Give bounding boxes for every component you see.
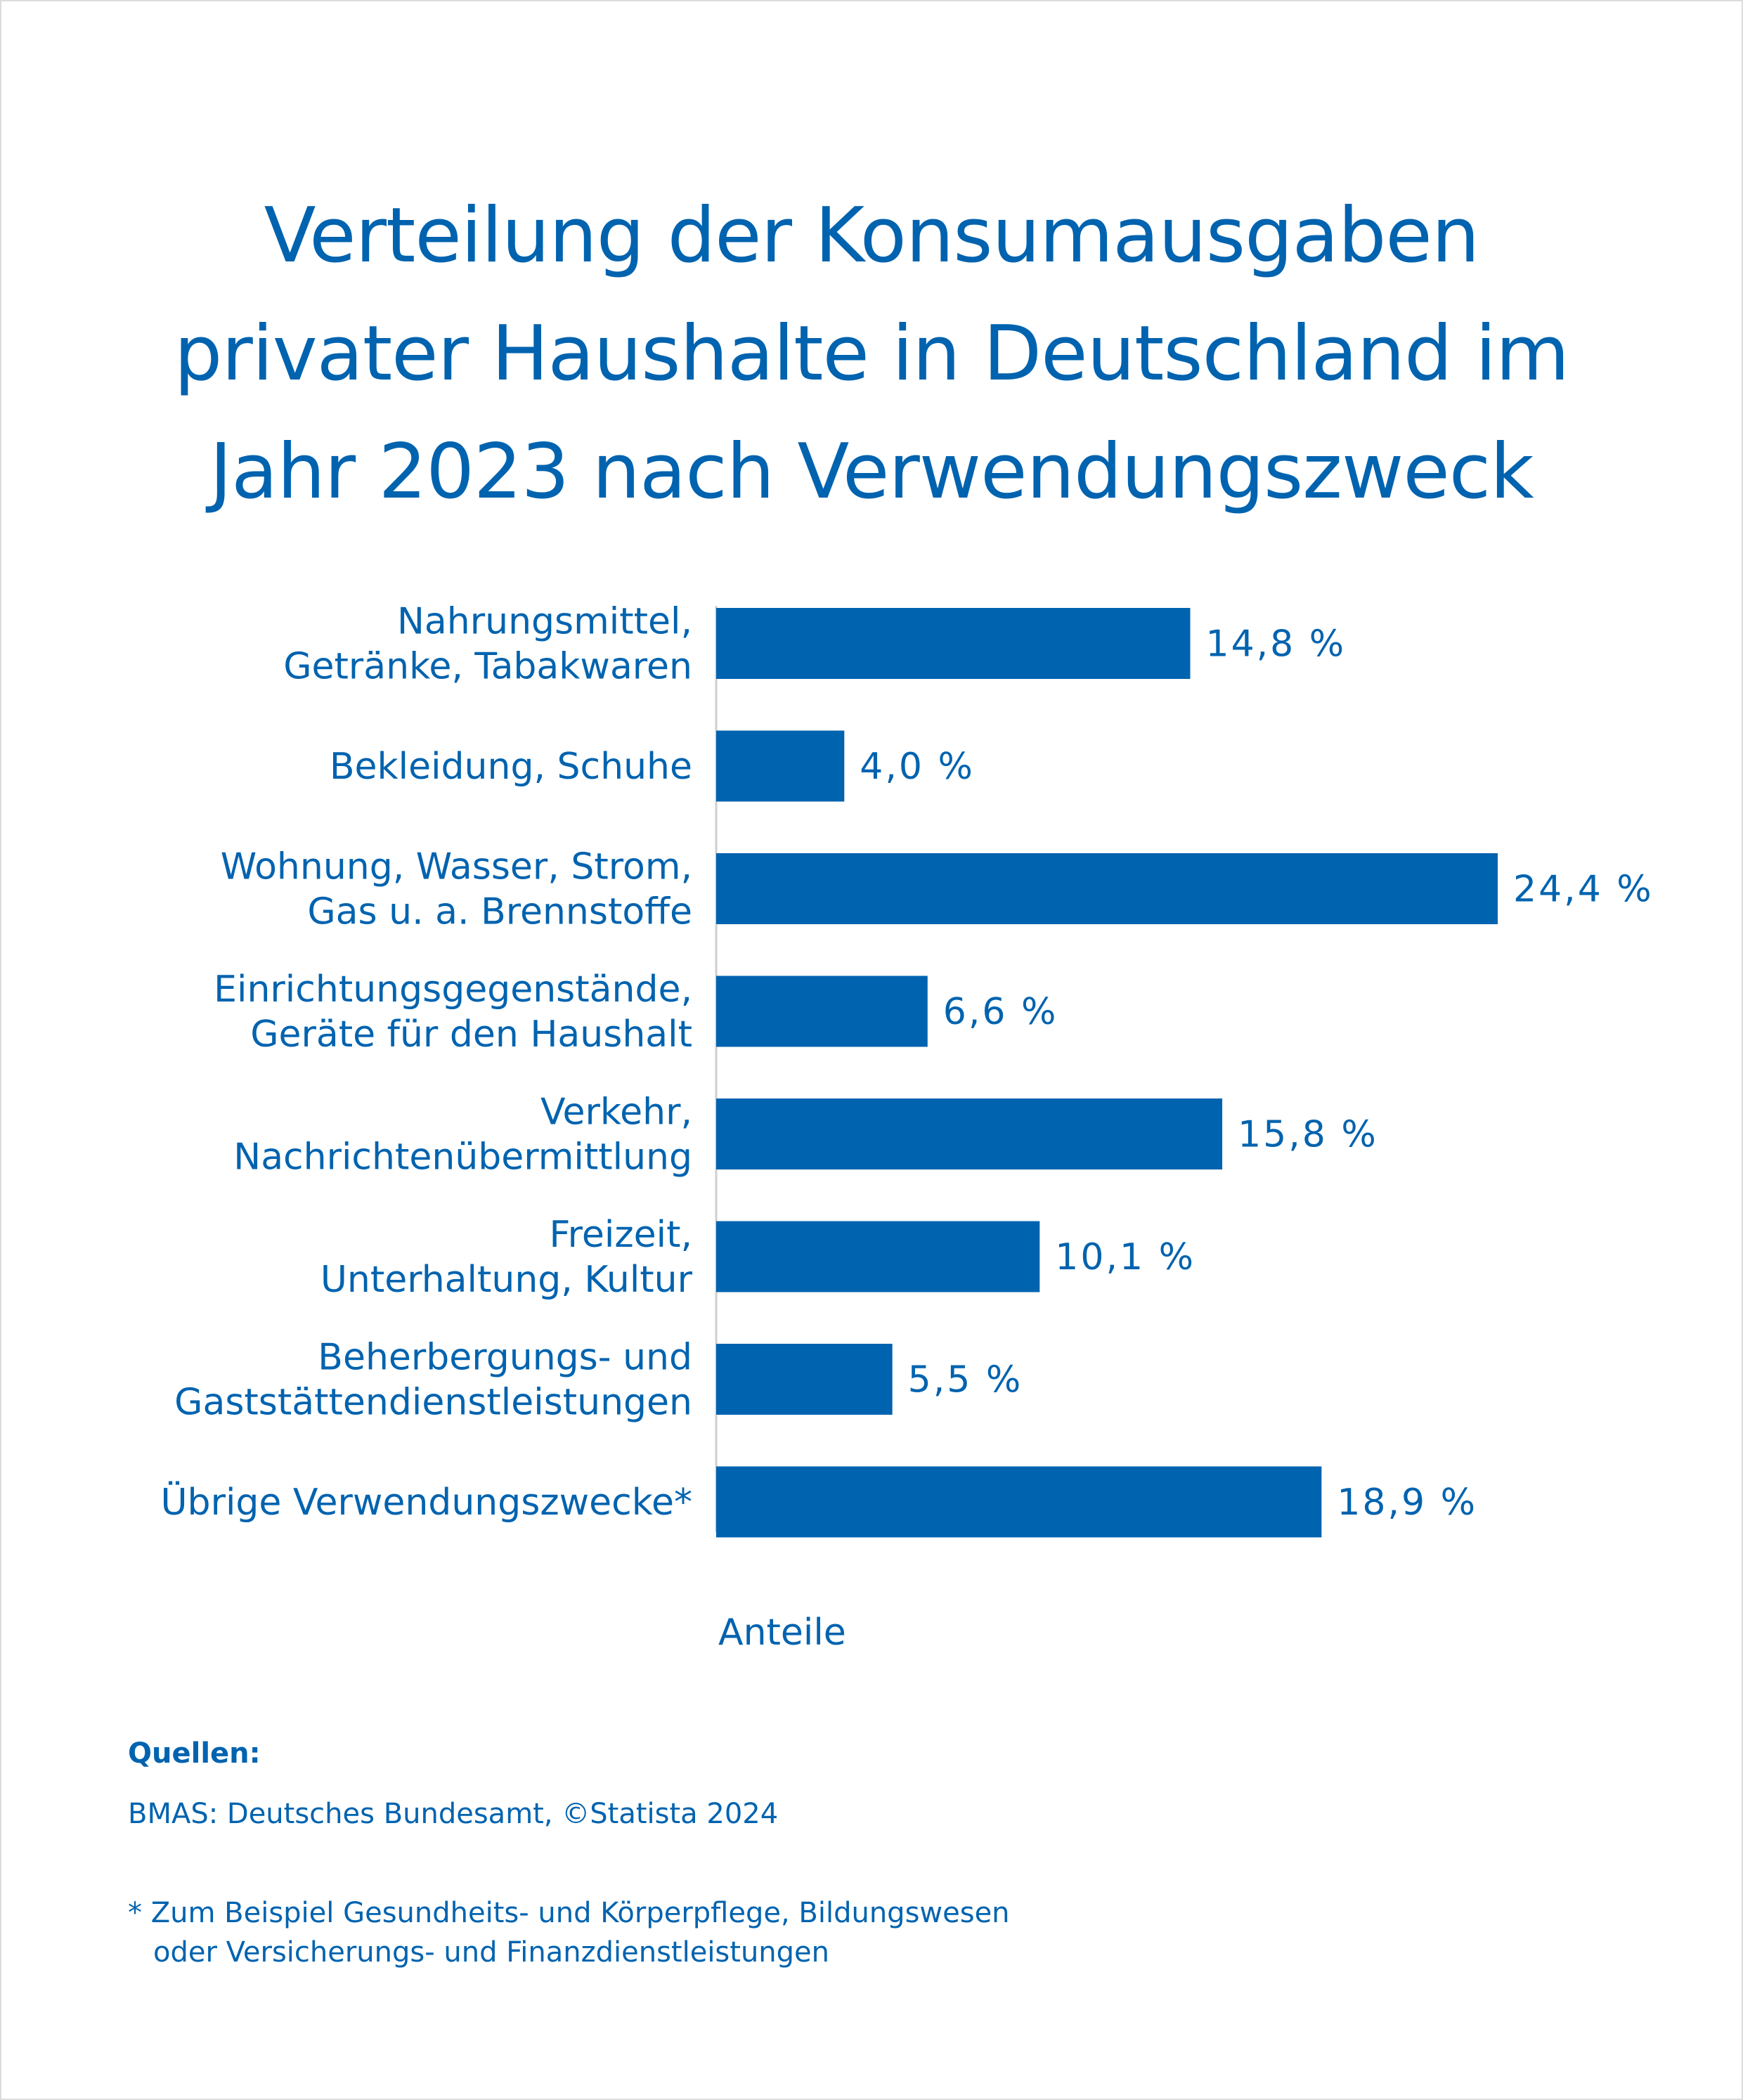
bar-3	[716, 853, 1498, 924]
x-axis-label: Anteile	[718, 1612, 846, 1654]
value-label-5: 15,8 %	[1238, 1114, 1378, 1156]
bar-7	[716, 1344, 893, 1415]
footnote: * Zum Beispiel Gesundheits- und Körperpf…	[128, 1893, 1010, 1972]
bar-2	[716, 731, 844, 802]
value-label-7: 5,5 %	[908, 1359, 1023, 1401]
bar-chart: 14,8 % Nahrungsmittel,Getränke, Tabakware…	[0, 0, 1743, 1616]
category-label-7-line-1: Beherbergungs- und	[318, 1337, 692, 1379]
category-label-2-line-1: Bekleidung, Schuhe	[330, 746, 692, 788]
category-label-1-line-1: Nahrungsmittel,	[397, 601, 692, 643]
bar-5	[716, 1098, 1222, 1169]
category-label-4-line-2: Geräte für den Haushalt	[250, 1013, 692, 1056]
category-label-3-line-2: Gas u. a. Brennstoffe	[307, 891, 692, 933]
category-label-3-line-1: Wohnung, Wasser, Strom,	[221, 846, 692, 888]
footnote-line-1: * Zum Beispiel Gesundheits- und Körperpf…	[128, 1893, 1010, 1933]
category-label-1-line-2: Getränke, Tabakwaren	[283, 646, 692, 688]
sources-title: Quellen:	[128, 1737, 261, 1770]
category-label-4-line-1: Einrichtungsgegenstände,	[214, 968, 692, 1011]
value-label-1: 14,8 %	[1205, 623, 1346, 666]
bar-6	[716, 1221, 1039, 1292]
bars-group: 14,8 % Nahrungsmittel,Getränke, Tabakware…	[161, 601, 1654, 1538]
bar-8	[716, 1467, 1321, 1538]
value-label-3: 24,4 %	[1513, 869, 1654, 911]
bar-4	[716, 976, 928, 1047]
value-label-4: 6,6 %	[943, 991, 1058, 1033]
sources-text: BMAS: Deutsches Bundesamt, ©Statista 202…	[128, 1798, 778, 1830]
bar-1	[716, 608, 1190, 679]
category-label-7-line-2: Gaststättendienstleistungen	[174, 1382, 692, 1424]
category-label-5-line-1: Verkehr,	[540, 1091, 692, 1134]
value-label-6: 10,1 %	[1055, 1236, 1196, 1278]
footnote-line-2: oder Versicherungs- und Finanzdienstleis…	[128, 1933, 1010, 1972]
category-label-6-line-1: Freizeit,	[550, 1214, 692, 1256]
category-label-8-line-1: Übrige Verwendungszwecke*	[161, 1481, 693, 1524]
value-label-8: 18,9 %	[1337, 1482, 1477, 1524]
value-label-2: 4,0 %	[860, 746, 975, 788]
category-label-5-line-2: Nachrichtenübermittlung	[233, 1136, 692, 1179]
category-label-6-line-2: Unterhaltung, Kultur	[320, 1259, 693, 1301]
